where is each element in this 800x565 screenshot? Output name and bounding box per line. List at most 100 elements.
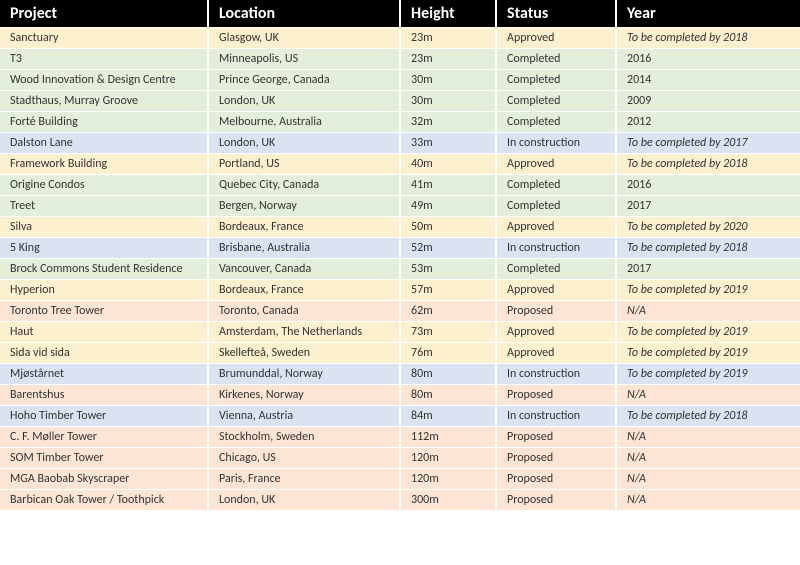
cell-year: N/A (616, 469, 800, 490)
cell-year: 2017 (616, 196, 800, 217)
cell-height: 80m (400, 385, 496, 406)
table-row: 5 KingBrisbane, Australia52mIn construct… (0, 238, 800, 259)
cell-height: 40m (400, 154, 496, 175)
table-row: Dalston LaneLondon, UK33mIn construction… (0, 133, 800, 154)
cell-year: 2016 (616, 175, 800, 196)
table-row: BarentshusKirkenes, Norway80mProposedN/A (0, 385, 800, 406)
cell-height: 49m (400, 196, 496, 217)
cell-location: Kirkenes, Norway (208, 385, 400, 406)
table-body: SanctuaryGlasgow, UK23mApprovedTo be com… (0, 28, 800, 511)
cell-location: Chicago, US (208, 448, 400, 469)
cell-project: Hyperion (0, 280, 208, 301)
cell-year: N/A (616, 427, 800, 448)
cell-height: 300m (400, 490, 496, 511)
table-row: SilvaBordeaux, France50mApprovedTo be co… (0, 217, 800, 238)
cell-location: Portland, US (208, 154, 400, 175)
cell-height: 76m (400, 343, 496, 364)
cell-project: MGA Baobab Skyscraper (0, 469, 208, 490)
cell-status: Completed (496, 175, 616, 196)
table-row: T3Minneapolis, US23mCompleted2016 (0, 49, 800, 70)
cell-project: Silva (0, 217, 208, 238)
projects-table: ProjectLocationHeightStatusYear Sanctuar… (0, 0, 800, 510)
cell-location: London, UK (208, 133, 400, 154)
cell-project: Wood Innovation & Design Centre (0, 70, 208, 91)
cell-location: Bordeaux, France (208, 280, 400, 301)
cell-height: 50m (400, 217, 496, 238)
cell-year: To be completed by 2019 (616, 322, 800, 343)
cell-status: Approved (496, 280, 616, 301)
cell-status: Completed (496, 259, 616, 280)
cell-height: 32m (400, 112, 496, 133)
cell-project: Barentshus (0, 385, 208, 406)
cell-location: London, UK (208, 91, 400, 112)
cell-height: 53m (400, 259, 496, 280)
cell-height: 23m (400, 49, 496, 70)
table-row: Wood Innovation & Design CentrePrince Ge… (0, 70, 800, 91)
cell-location: Brumunddal, Norway (208, 364, 400, 385)
cell-height: 30m (400, 70, 496, 91)
cell-status: Proposed (496, 448, 616, 469)
cell-status: Completed (496, 112, 616, 133)
table-row: HyperionBordeaux, France57mApprovedTo be… (0, 280, 800, 301)
cell-project: Mjøstårnet (0, 364, 208, 385)
cell-project: Barbican Oak Tower / Toothpick (0, 490, 208, 511)
cell-location: Skellefteå, Sweden (208, 343, 400, 364)
table-row: Stadthaus, Murray GrooveLondon, UK30mCom… (0, 91, 800, 112)
table-row: Forté BuildingMelbourne, Australia32mCom… (0, 112, 800, 133)
table-row: Toronto Tree TowerToronto, Canada62mProp… (0, 301, 800, 322)
table-row: Framework BuildingPortland, US40mApprove… (0, 154, 800, 175)
cell-year: N/A (616, 448, 800, 469)
cell-status: Proposed (496, 490, 616, 511)
table-row: Hoho Timber TowerVienna, Austria84mIn co… (0, 406, 800, 427)
cell-project: SOM Timber Tower (0, 448, 208, 469)
cell-height: 57m (400, 280, 496, 301)
cell-status: Proposed (496, 385, 616, 406)
cell-location: Bergen, Norway (208, 196, 400, 217)
cell-status: Proposed (496, 469, 616, 490)
cell-project: Origine Condos (0, 175, 208, 196)
cell-status: Completed (496, 70, 616, 91)
cell-height: 73m (400, 322, 496, 343)
col-header: Height (400, 0, 496, 28)
col-header: Year (616, 0, 800, 28)
cell-year: N/A (616, 385, 800, 406)
table-row: Sida vid sidaSkellefteå, Sweden76mApprov… (0, 343, 800, 364)
cell-height: 52m (400, 238, 496, 259)
cell-status: Proposed (496, 427, 616, 448)
cell-height: 84m (400, 406, 496, 427)
table-row: MjøstårnetBrumunddal, Norway80mIn constr… (0, 364, 800, 385)
table-row: Brock Commons Student ResidenceVancouver… (0, 259, 800, 280)
cell-location: Glasgow, UK (208, 28, 400, 49)
cell-height: 112m (400, 427, 496, 448)
table-row: SanctuaryGlasgow, UK23mApprovedTo be com… (0, 28, 800, 49)
cell-location: Paris, France (208, 469, 400, 490)
cell-project: 5 King (0, 238, 208, 259)
cell-location: Stockholm, Sweden (208, 427, 400, 448)
cell-status: In construction (496, 406, 616, 427)
cell-height: 120m (400, 448, 496, 469)
cell-year: 2009 (616, 91, 800, 112)
cell-height: 120m (400, 469, 496, 490)
cell-height: 62m (400, 301, 496, 322)
cell-location: London, UK (208, 490, 400, 511)
table-row: MGA Baobab SkyscraperParis, France120mPr… (0, 469, 800, 490)
cell-height: 33m (400, 133, 496, 154)
col-header: Status (496, 0, 616, 28)
cell-project: Treet (0, 196, 208, 217)
cell-year: To be completed by 2017 (616, 133, 800, 154)
cell-location: Melbourne, Australia (208, 112, 400, 133)
cell-status: Approved (496, 28, 616, 49)
cell-location: Prince George, Canada (208, 70, 400, 91)
cell-year: N/A (616, 490, 800, 511)
cell-year: To be completed by 2019 (616, 364, 800, 385)
cell-height: 30m (400, 91, 496, 112)
cell-year: To be completed by 2018 (616, 406, 800, 427)
cell-project: Framework Building (0, 154, 208, 175)
cell-location: Minneapolis, US (208, 49, 400, 70)
cell-status: In construction (496, 133, 616, 154)
cell-location: Amsterdam, The Netherlands (208, 322, 400, 343)
cell-year: N/A (616, 301, 800, 322)
col-header: Project (0, 0, 208, 28)
cell-project: Stadthaus, Murray Groove (0, 91, 208, 112)
cell-location: Vancouver, Canada (208, 259, 400, 280)
